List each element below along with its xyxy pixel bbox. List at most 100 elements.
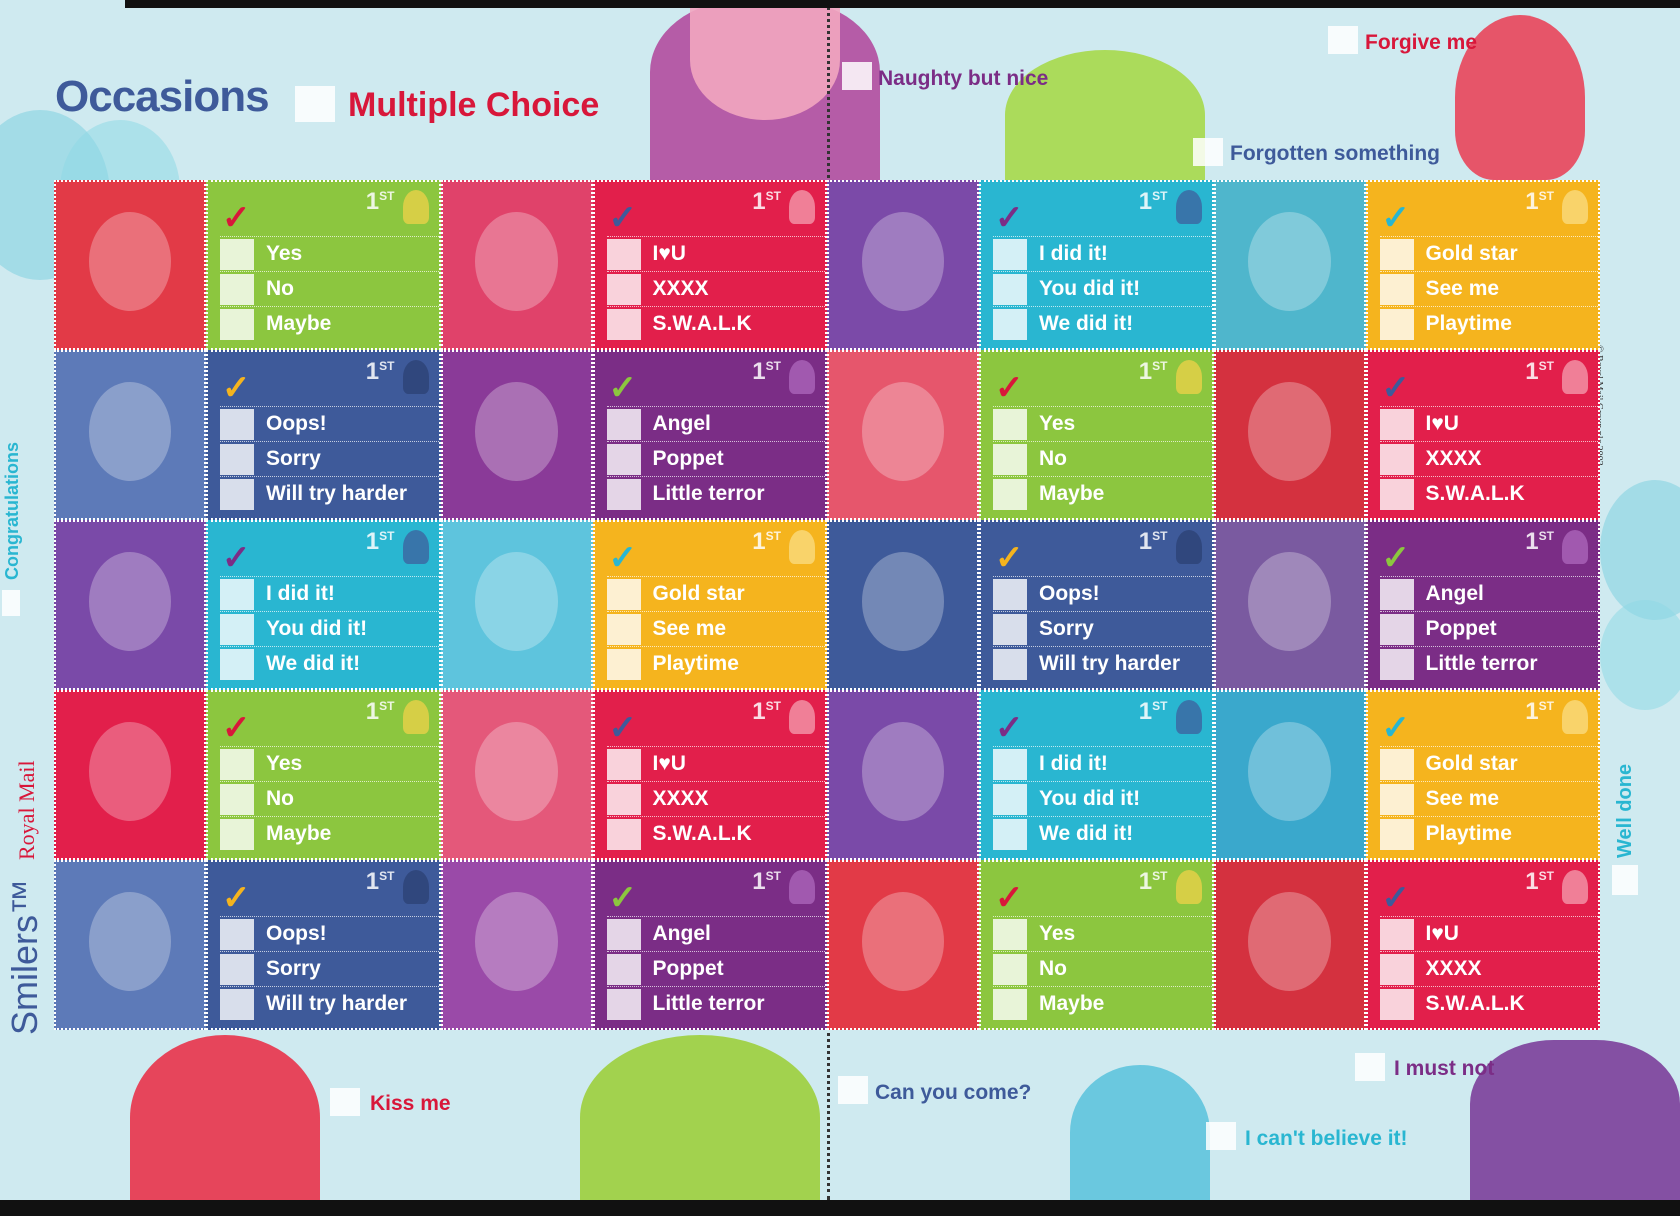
stamp-value-number: 1 — [752, 188, 766, 215]
stamp-value: 1ST — [366, 698, 395, 726]
queen-head-icon — [1562, 870, 1588, 904]
stamp-value: 1ST — [1525, 188, 1554, 216]
photo-subject — [475, 551, 558, 652]
stamp-value: 1ST — [1139, 528, 1168, 556]
stamp-option: Maybe — [220, 306, 439, 342]
stamp-value: 1ST — [1525, 868, 1554, 896]
margin-label-believe: I can't believe it! — [1245, 1127, 1408, 1150]
queen-head-icon — [1175, 360, 1202, 394]
stamp-option: XXXX — [606, 781, 825, 817]
option-label: Sorry — [266, 447, 321, 470]
stamp-value: 1ST — [366, 358, 395, 386]
option-checkbox — [220, 409, 254, 440]
stamp-value-suffix: ST — [765, 869, 781, 883]
option-label: You did it! — [1039, 277, 1141, 300]
stamp-option: Playtime — [1379, 816, 1598, 852]
queen-head-icon — [789, 530, 815, 564]
stamp-option: Poppet — [1379, 611, 1598, 647]
option-checkbox — [606, 409, 641, 440]
queen-head-icon — [789, 870, 815, 904]
stamp-love: 1ST ✓ I♥U XXXX S.W.A.L.K — [592, 180, 827, 350]
title-checkbox — [295, 86, 335, 122]
stamp-option: Will try harder — [220, 476, 439, 512]
option-checkbox — [993, 479, 1027, 510]
option-label: Sorry — [266, 957, 321, 980]
option-checkbox — [993, 409, 1027, 440]
photo-subject — [475, 721, 558, 822]
photo-subject — [88, 381, 172, 482]
stamp-value-number: 1 — [365, 868, 380, 895]
stamp-gold: 1ST ✓ Gold star See me Playtime — [1365, 180, 1600, 350]
option-checkbox — [606, 579, 641, 610]
option-checkbox — [1379, 919, 1414, 950]
queen-head-icon — [1562, 190, 1588, 224]
option-checkbox — [606, 749, 641, 780]
option-label: We did it! — [266, 652, 361, 675]
stamp-option: Gold star — [1379, 236, 1598, 272]
stamp-option: No — [220, 271, 439, 307]
option-checkbox — [606, 819, 641, 850]
option-label: Yes — [266, 242, 303, 265]
photo-subject — [475, 381, 558, 482]
option-checkbox — [606, 479, 641, 510]
stamp-option: S.W.A.L.K — [1379, 476, 1598, 512]
option-label: I♥U — [652, 752, 686, 775]
stamp-value-suffix: ST — [379, 529, 395, 543]
child-kissing-photo — [130, 1035, 320, 1200]
stamp-option: Poppet — [606, 441, 825, 477]
stamp-value-suffix: ST — [1538, 529, 1554, 543]
man-thinking-photo — [1005, 50, 1205, 180]
stamp-value-number: 1 — [1525, 698, 1539, 725]
stamp-value-number: 1 — [365, 698, 380, 725]
option-label: Oops! — [266, 922, 327, 945]
stamp-option: Will try harder — [993, 646, 1212, 682]
option-label: Angel — [652, 922, 711, 945]
option-label: Poppet — [652, 447, 724, 470]
queen-head-icon — [1175, 870, 1202, 904]
stamp-value-suffix: ST — [1538, 359, 1554, 373]
stamp-option: Sorry — [220, 951, 439, 987]
option-checkbox — [1379, 749, 1414, 780]
brand-name: Smilers™ — [4, 878, 45, 1035]
queen-head-icon — [1562, 700, 1588, 734]
stamp-gold: 1ST ✓ Gold star See me Playtime — [1365, 690, 1600, 860]
stamp-value-suffix: ST — [1152, 359, 1168, 373]
stamp-option: No — [220, 781, 439, 817]
queen-head-icon — [402, 360, 429, 394]
margin-checkbox — [1206, 1122, 1236, 1150]
option-label: XXXX — [1425, 447, 1482, 470]
photo-subject — [861, 891, 945, 992]
option-label: Gold star — [1425, 242, 1518, 265]
option-label: See me — [1425, 277, 1500, 300]
option-checkbox — [993, 989, 1027, 1020]
stamp-option: We did it! — [993, 306, 1212, 342]
option-label: Playtime — [652, 652, 739, 675]
stamp-option: Playtime — [606, 646, 825, 682]
option-label: Oops! — [1039, 582, 1100, 605]
option-label: XXXX — [1425, 957, 1482, 980]
stamp-value-number: 1 — [1525, 358, 1539, 385]
stamp-option: I♥U — [606, 746, 825, 782]
check-mark-icon: ✓ — [608, 369, 638, 407]
photo-label — [1213, 180, 1366, 350]
margin-checkbox — [330, 1088, 360, 1116]
queen-head-icon — [789, 700, 815, 734]
option-label: Little terror — [652, 992, 765, 1015]
stamp-option: I did it! — [220, 576, 439, 612]
photo-label — [54, 520, 206, 690]
stamp-option: Gold star — [1379, 746, 1598, 782]
check-mark-icon: ✓ — [1381, 369, 1411, 407]
check-mark-icon: ✓ — [1381, 199, 1411, 237]
stamp-option: Sorry — [993, 611, 1212, 647]
margin-checkbox — [842, 62, 872, 90]
stamp-angel: 1ST ✓ Angel Poppet Little terror — [592, 350, 827, 520]
stamp-value-suffix: ST — [379, 699, 395, 713]
queen-head-icon — [1175, 530, 1202, 564]
stamp-value-suffix: ST — [1152, 189, 1168, 203]
stamp-value: 1ST — [366, 868, 395, 896]
stamp-oops: 1ST ✓ Oops! Sorry Will try harder — [979, 520, 1214, 690]
stamp-value-number: 1 — [1138, 868, 1153, 895]
stamp-option: You did it! — [220, 611, 439, 647]
option-label: Little terror — [1425, 652, 1538, 675]
option-checkbox — [220, 954, 254, 985]
